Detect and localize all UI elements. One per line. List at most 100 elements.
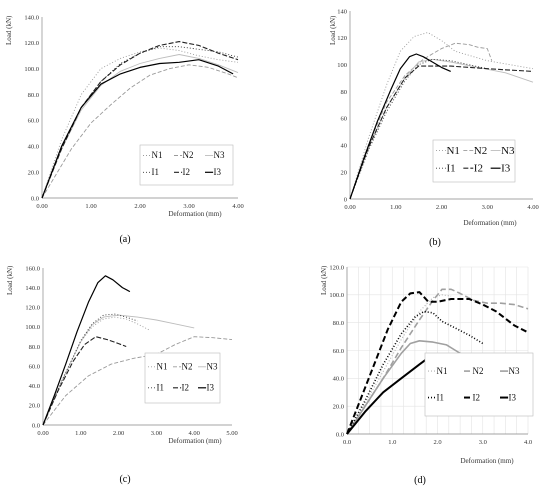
chart-c-legend-label-n1: N1 [157, 362, 168, 372]
chart-a-series-n3-line [41, 54, 239, 199]
chart-b-y-tick-label: 80 [341, 89, 348, 96]
chart-c-series-n1-line [42, 316, 150, 426]
chart-d-x-axis-label: Deformation (mm) [460, 457, 514, 465]
chart-a-series-n1-line [41, 47, 239, 199]
chart-a-legend-label-i1: I1 [152, 167, 160, 177]
chart-b-x-tick-label: 2.00 [436, 204, 447, 211]
chart-c-series-i3-line [42, 275, 131, 426]
chart-c-legend-label-i1: I1 [157, 383, 165, 393]
chart-a-svg: 0.0 20.0 40.0 60.0 80.0 100.0 120.0 140.0 0.00 1.… [5, 14, 244, 245]
chart-a-y-axis-label: Load (kN) [5, 15, 13, 45]
chart-d-legend [424, 352, 534, 417]
chart-panel-d: 0.0 20.0 40.0 60.0 80.0 100.0 120.0 0.0 1.0 2.0 3.… [275, 250, 550, 493]
chart-b-y-tick-label: 100 [337, 62, 347, 69]
chart-c-x-tick-label: 5.00 [226, 430, 237, 437]
chart-a-y-tick-label: 20.0 [28, 169, 39, 176]
chart-d-x-tick-label: 0.0 [343, 439, 351, 446]
chart-b-y-tick-label: 120 [337, 35, 347, 42]
chart-b-series-n3-line [349, 58, 534, 200]
chart-a-y-tick-label: 40.0 [28, 144, 39, 151]
chart-a-caption: (a) [119, 234, 130, 245]
chart-d-y-tick-label: 20.0 [333, 403, 344, 410]
chart-a-legend-label-n1: N1 [152, 150, 163, 160]
chart-a-y-tick-label: 100.0 [24, 66, 39, 73]
chart-b-legend-label-n1: N1 [446, 145, 459, 157]
chart-a-y-tick-label: 0.0 [31, 195, 39, 202]
chart-b-legend-label-i1: I1 [446, 163, 455, 175]
chart-d-legend-label-i1: I1 [437, 392, 445, 402]
chart-panel-b: 0 20 40 60 80 100 120 140 0.00 1.00 2.00 3.00 4.00 De… [275, 0, 550, 250]
chart-d-y-tick-label: 0.0 [336, 431, 344, 438]
chart-c-y-axis-label: Load (kN) [6, 265, 14, 295]
chart-d-x-tick-label: 1.0 [388, 439, 396, 446]
chart-c-x-tick-label: 1.00 [75, 430, 86, 437]
chart-a-legend [139, 144, 234, 186]
chart-b-series-n1-line [349, 32, 534, 200]
chart-c-y-tick-label: 100.0 [25, 324, 40, 331]
chart-d-x-tick-label: 3.0 [479, 439, 487, 446]
chart-c-x-axis-label: Deformation (mm) [168, 437, 222, 445]
chart-c-y-tick-label: 120.0 [25, 305, 40, 312]
chart-b-y-tick-label: 40 [341, 143, 348, 150]
chart-a-series-i2-line [41, 41, 239, 199]
chart-a-legend-label-n3: N3 [214, 150, 225, 160]
chart-b-y-axis-label: Load (kN) [329, 15, 337, 45]
chart-b-legend-label-n3: N3 [501, 145, 515, 157]
chart-c-y-tick-label: 60.0 [29, 363, 40, 370]
chart-b-svg: 0 20 40 60 80 100 120 140 0.00 1.00 2.00 3.00 4.00 De… [329, 8, 539, 248]
chart-b-x-tick-label: 3.00 [482, 204, 493, 211]
chart-b-legend-label-i2: I2 [474, 163, 483, 175]
chart-b-x-tick-label: 0.00 [344, 204, 355, 211]
chart-c-y-tick-label: 80.0 [29, 344, 40, 351]
chart-a-x-tick-label: 3.00 [183, 203, 194, 210]
chart-a-series-i3-line [41, 59, 234, 199]
chart-d-legend-label-i2: I2 [473, 392, 481, 402]
chart-c-legend-label-n2: N2 [182, 362, 193, 372]
chart-b-legend [432, 139, 516, 183]
chart-c-x-tick-label: 2.00 [113, 430, 124, 437]
chart-panel-c: 0.0 20.0 40.0 60.0 80.0 100.0 120.0 140.0 160.0 0… [0, 250, 275, 493]
chart-d-legend-label-n1: N1 [437, 366, 448, 376]
chart-b-series-n2-line [349, 42, 493, 200]
chart-c-series-i1-line [42, 313, 138, 426]
chart-c-caption: (c) [119, 474, 130, 485]
chart-c-svg: 0.0 20.0 40.0 60.0 80.0 100.0 120.0 140.0 160.0 0… [6, 265, 238, 485]
chart-a-y-tick-label: 120.0 [24, 40, 39, 47]
chart-b-series-i3-line [349, 53, 451, 200]
chart-b-y-tick-label: 60 [341, 116, 348, 123]
chart-c-y-tick-label: 160.0 [25, 265, 40, 272]
chart-c-y-tick-label: 140.0 [25, 285, 40, 292]
chart-d-y-axis-label: Load (kN) [320, 265, 328, 295]
chart-d-y-tick-label: 40.0 [333, 376, 344, 383]
chart-a-x-tick-label: 2.00 [134, 203, 145, 210]
chart-b-y-tick-label: 140 [337, 8, 347, 15]
chart-b-x-tick-label: 1.00 [390, 204, 401, 211]
chart-d-caption: (d) [414, 475, 426, 486]
chart-a-y-tick-label: 80.0 [28, 92, 39, 99]
chart-b-series-i2-line [349, 65, 534, 200]
chart-b-legend-label-i3: I3 [501, 163, 511, 175]
chart-a-y-tick-label: 60.0 [28, 118, 39, 125]
chart-d-legend-label-i3: I3 [509, 392, 517, 402]
chart-b-series-i1-line [349, 58, 488, 200]
chart-c-x-tick-label: 3.00 [151, 430, 162, 437]
chart-b-caption: (b) [429, 237, 441, 248]
chart-a-x-axis-label: Deformation (mm) [168, 210, 222, 218]
chart-a-series-n2-line [41, 64, 239, 199]
chart-b-legend-label-n2: N2 [474, 145, 487, 157]
chart-panel-a: 0.0 20.0 40.0 60.0 80.0 100.0 120.0 140.0 0.00 1.… [0, 0, 275, 250]
chart-b-x-axis-label: Deformation (mm) [463, 219, 517, 227]
chart-b-x-tick-label: 4.00 [527, 204, 538, 211]
chart-d-series-i2-line [346, 291, 529, 435]
chart-a-y-tick-label: 140.0 [24, 14, 39, 21]
chart-d-svg: 0.0 20.0 40.0 60.0 80.0 100.0 120.0 0.0 1.0 2.0 3.… [320, 264, 534, 486]
chart-c-legend-label-n3: N3 [207, 362, 218, 372]
chart-a-legend-label-n2: N2 [183, 150, 194, 160]
chart-c-y-tick-label: 20.0 [29, 403, 40, 410]
chart-c-legend [144, 352, 221, 404]
chart-c-y-tick-label: 40.0 [29, 383, 40, 390]
chart-a-x-tick-label: 1.00 [85, 203, 96, 210]
chart-a-x-tick-label: 4.00 [232, 203, 243, 210]
chart-a-legend-label-i2: I2 [183, 167, 191, 177]
chart-d-y-tick-label: 100.0 [329, 292, 344, 299]
